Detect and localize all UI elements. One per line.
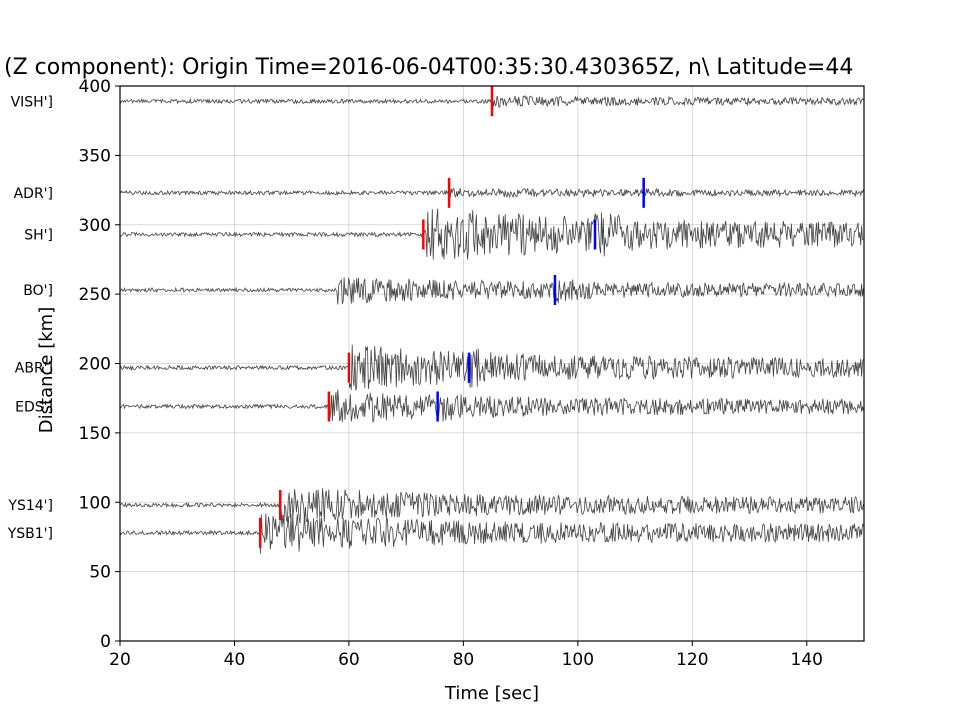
station-label: BO']: [23, 283, 53, 299]
y-tick-label: 400: [79, 77, 111, 97]
trace-line: [119, 389, 864, 423]
y-tick-label: 0: [100, 632, 111, 652]
x-tick-label: 60: [338, 650, 360, 670]
x-tick-label: 100: [562, 650, 594, 670]
y-tick-label: 100: [79, 493, 111, 513]
y-axis: 0 50 100 150 200 250 300 350 400: [79, 77, 120, 652]
chart-title: (Z component): Origin Time=2016-06-04T00…: [4, 55, 853, 80]
y-tick-label: 250: [79, 285, 111, 305]
trace-line: [119, 208, 864, 260]
y-tick-label: 350: [79, 146, 111, 166]
station-label: YSB1']: [7, 526, 53, 542]
station-label: ADR']: [14, 186, 53, 202]
x-tick-label: 40: [224, 650, 246, 670]
grid: [119, 85, 864, 642]
x-tick-label: 120: [676, 650, 708, 670]
trace-line: [119, 187, 864, 199]
station-labels: VISH'] ADR'] SH'] BO'] ABR'] EDS'] YS14'] YSB1'…: [7, 94, 53, 542]
picks: [258, 86, 645, 548]
station-label: EDS']: [15, 400, 53, 416]
trace-line: [119, 488, 864, 525]
x-tick-label: 20: [109, 650, 131, 670]
x-axis-label: Time [sec]: [444, 683, 539, 704]
trace-line: [119, 344, 864, 391]
station-label: VISH']: [11, 94, 53, 110]
x-tick-label: 80: [453, 650, 475, 670]
x-axis: 20 40 60 80 100 120 140: [109, 641, 823, 670]
traces: [119, 95, 864, 554]
trace-line: [119, 513, 864, 554]
y-tick-label: 300: [79, 216, 111, 236]
x-tick-label: 140: [791, 650, 823, 670]
y-tick-label: 50: [89, 563, 111, 583]
station-label: YS14']: [7, 498, 53, 514]
y-axis-label: Distance [km]: [36, 307, 57, 433]
station-label: SH']: [24, 227, 53, 243]
trace-line: [119, 277, 864, 305]
station-label: ABR']: [15, 361, 53, 377]
y-tick-label: 200: [79, 355, 111, 375]
y-tick-label: 150: [79, 424, 111, 444]
